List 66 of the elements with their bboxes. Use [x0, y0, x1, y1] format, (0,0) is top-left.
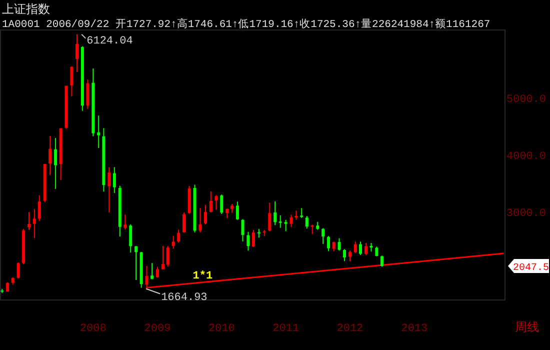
- candlestick: [343, 248, 346, 262]
- candlestick: [54, 138, 58, 190]
- candlestick: [252, 230, 255, 248]
- annotation: 6124.04: [86, 35, 134, 48]
- x-tick-label: 2013: [401, 323, 428, 335]
- candlestick: [38, 194, 41, 222]
- text: 2047.5: [512, 263, 550, 274]
- candlestick: [75, 34, 78, 72]
- x-tick-label: 2011: [272, 323, 300, 335]
- candlestick: [220, 194, 224, 214]
- annotation: 1*1: [192, 270, 213, 282]
- candlestick: [290, 214, 293, 228]
- x-tick-label: 2012: [336, 323, 364, 335]
- candlestick: [214, 194, 218, 210]
- candlestick: [70, 66, 74, 97]
- candlestick: [198, 208, 202, 233]
- candlestick: [246, 231, 250, 252]
- candlestick: [348, 250, 352, 262]
- candlestick: [209, 190, 212, 213]
- candlestick: [364, 242, 368, 256]
- candlestick: [112, 166, 116, 194]
- candlestick: [32, 208, 36, 238]
- annotation: 1664.93: [161, 292, 208, 304]
- y-tick-label: 5000.0: [506, 94, 546, 106]
- candlestick: [129, 224, 132, 254]
- candlestick: [332, 241, 336, 252]
- candlestick: [108, 166, 111, 213]
- candlestick: [327, 236, 330, 252]
- candlestick: [294, 210, 298, 220]
- candlestick: [48, 136, 52, 176]
- candlestick: [338, 238, 341, 252]
- candlestick: [124, 214, 127, 230]
- candlestick: [359, 241, 362, 256]
- candlestick: [375, 246, 378, 257]
- candlestick: [150, 262, 154, 280]
- chart-subtitle: 1A0001 2006/09/22 开1727.92↑高1746.61↑低1719.16↑收1725.36↑量226241984↑额1161267: [2, 17, 490, 31]
- candlestick: [236, 201, 239, 220]
- candlestick: [354, 241, 357, 254]
- x-tick-label: 2008: [80, 323, 106, 335]
- candlestick: [16, 262, 20, 280]
- chart-title: 上证指数: [2, 2, 50, 16]
- y-tick-label: 4000.0: [506, 151, 546, 164]
- candlestick: [166, 246, 170, 268]
- candlestick: [268, 202, 272, 232]
- candlestick: [274, 200, 277, 226]
- x-tick-label: 2010: [208, 323, 235, 335]
- candlestick: [177, 229, 180, 244]
- candlestick: [300, 208, 304, 218]
- y-tick-label: 3000.0: [506, 208, 546, 220]
- candlestick: [241, 218, 244, 242]
- candlestick: [278, 214, 282, 228]
- candlestick: [380, 255, 384, 268]
- candlestick: [204, 204, 207, 225]
- candlestick: [172, 235, 175, 250]
- candlestick: [322, 228, 325, 244]
- candlestick: [226, 208, 229, 219]
- x-tick-label: 2009: [144, 323, 171, 335]
- candlestick: [161, 245, 164, 270]
- candlestick: [86, 78, 90, 110]
- candlestick: [284, 219, 288, 232]
- candlestick: [305, 215, 308, 230]
- candlestick: [28, 212, 31, 231]
- candlestick: [182, 212, 186, 233]
- candlestick: [97, 115, 100, 149]
- x-axis-title: 周线: [515, 320, 539, 334]
- candlestick: [134, 246, 138, 280]
